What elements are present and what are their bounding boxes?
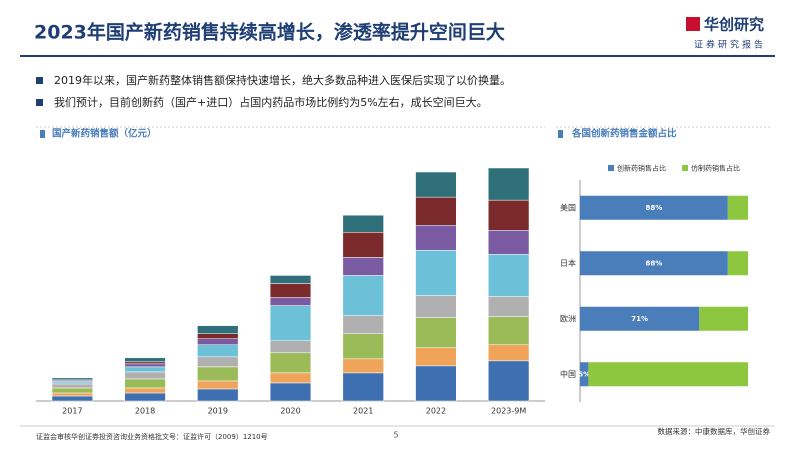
bar-segment <box>342 333 384 360</box>
bar-segment <box>342 358 384 374</box>
bar-segment <box>488 316 530 346</box>
bar-segment <box>342 315 384 334</box>
y-tick-label: 中国 <box>560 369 576 379</box>
bar-segment <box>415 295 457 318</box>
bar-segment <box>488 199 530 231</box>
bar-segment <box>269 352 312 374</box>
logo-icon <box>686 17 700 31</box>
bar-segment <box>588 362 748 387</box>
bar-segment <box>580 362 589 387</box>
x-tick-label: 2022 <box>426 407 446 416</box>
chart-title: 国产新药销售额（亿元） <box>52 128 157 140</box>
bar-segment <box>124 363 166 368</box>
x-tick-label: 2020 <box>280 407 300 416</box>
chart-title-icon <box>40 130 45 138</box>
bar-segment <box>580 306 700 331</box>
bar-segment <box>124 387 166 394</box>
bar-segment <box>197 344 239 358</box>
bar-segment <box>580 195 728 220</box>
bar-segment <box>488 296 530 317</box>
bar-segment <box>415 196 457 226</box>
bar-segment <box>415 250 457 296</box>
bar-segment <box>197 356 239 368</box>
bar-segment <box>342 214 384 233</box>
bar-segment <box>124 392 166 402</box>
bar-segment <box>415 347 457 367</box>
bar-segment <box>197 338 239 346</box>
bar-segment <box>269 382 312 402</box>
bar-segment <box>269 283 312 298</box>
y-tick-label: 美国 <box>560 202 576 212</box>
bar-segment <box>51 395 93 402</box>
bar-segment <box>51 383 93 389</box>
bar-segment <box>197 333 239 339</box>
bar-segment <box>197 388 239 402</box>
bar-segment <box>342 232 384 258</box>
bar-segment <box>124 378 166 389</box>
bar-segment <box>488 254 530 297</box>
bar-segment <box>197 380 239 390</box>
footer-source: 数据来源：中康数据库，华创证券 <box>658 426 771 436</box>
bar-segment <box>580 251 728 276</box>
legend-swatch <box>608 165 614 171</box>
bar-segment <box>727 195 748 220</box>
bar-segment <box>727 251 748 276</box>
bar-segment <box>124 361 166 365</box>
x-tick-label: 2019 <box>208 407 228 416</box>
x-tick-label: 2021 <box>353 407 373 416</box>
bar-segment <box>269 275 312 284</box>
bar-segment <box>197 325 239 334</box>
bar-segment <box>269 372 312 384</box>
bar-segment <box>488 167 530 201</box>
bar-segment <box>342 275 384 316</box>
bar-segment <box>269 305 312 341</box>
legend-swatch <box>682 165 688 171</box>
bar-segment <box>415 365 457 402</box>
bullet-icon <box>36 99 43 106</box>
slide-title: 2023年国产新药销售持续高增长，渗透率提升空间巨大 <box>34 21 505 44</box>
bullet-text: 我们预计，目前创新药（国产+进口）占国内药品市场比例约为5%左右，成长空间巨大。 <box>54 95 488 109</box>
logo-tagline: 证券研究报告 <box>694 39 766 51</box>
bar-segment <box>415 317 457 349</box>
data-label: 88% <box>646 259 663 267</box>
chart-title: 各国创新药销售金额占比 <box>571 128 677 140</box>
footer-license: 证监会审核华创证券投资咨询业务资格批文号：证监许可（2009）1210号 <box>36 432 268 441</box>
page-number: 5 <box>393 431 398 440</box>
bar-segment <box>342 257 384 276</box>
x-tick-label: 2018 <box>135 407 155 416</box>
y-tick-label: 日本 <box>560 258 576 268</box>
x-tick-label: 2017 <box>62 407 82 416</box>
bar-segment <box>51 377 93 381</box>
bar-segment <box>415 171 457 198</box>
bar-segment <box>699 306 748 331</box>
bar-segment <box>415 224 457 251</box>
bullet-icon <box>36 77 43 84</box>
x-tick-label: 2023-9M <box>491 407 526 416</box>
bar-segment <box>488 230 530 255</box>
data-label: 71% <box>631 315 648 323</box>
y-tick-label: 欧洲 <box>560 313 576 323</box>
data-label: 5% <box>578 370 590 378</box>
bar-segment <box>51 381 93 385</box>
bullet-text: 2019年以来，国产新药整体销售额保持快速增长，绝大多数品种进入医保后实现了以价… <box>54 73 511 87</box>
legend-label: 创新药销售占比 <box>617 164 666 173</box>
chart-title-icon <box>558 130 563 138</box>
legend-label: 仿制药销售占比 <box>691 164 740 173</box>
bar-segment <box>51 387 93 394</box>
bar-segment <box>124 371 166 380</box>
bar-segment <box>488 360 530 402</box>
bar-segment <box>197 366 239 382</box>
logo-name: 华创研究 <box>704 16 764 34</box>
bar-segment <box>488 344 530 362</box>
bar-segment <box>51 392 93 397</box>
bar-segment <box>269 340 312 354</box>
bar-segment <box>124 357 166 363</box>
data-label: 88% <box>646 204 663 212</box>
bar-segment <box>269 297 312 306</box>
bar-segment <box>342 372 384 402</box>
bar-segment <box>124 366 166 373</box>
